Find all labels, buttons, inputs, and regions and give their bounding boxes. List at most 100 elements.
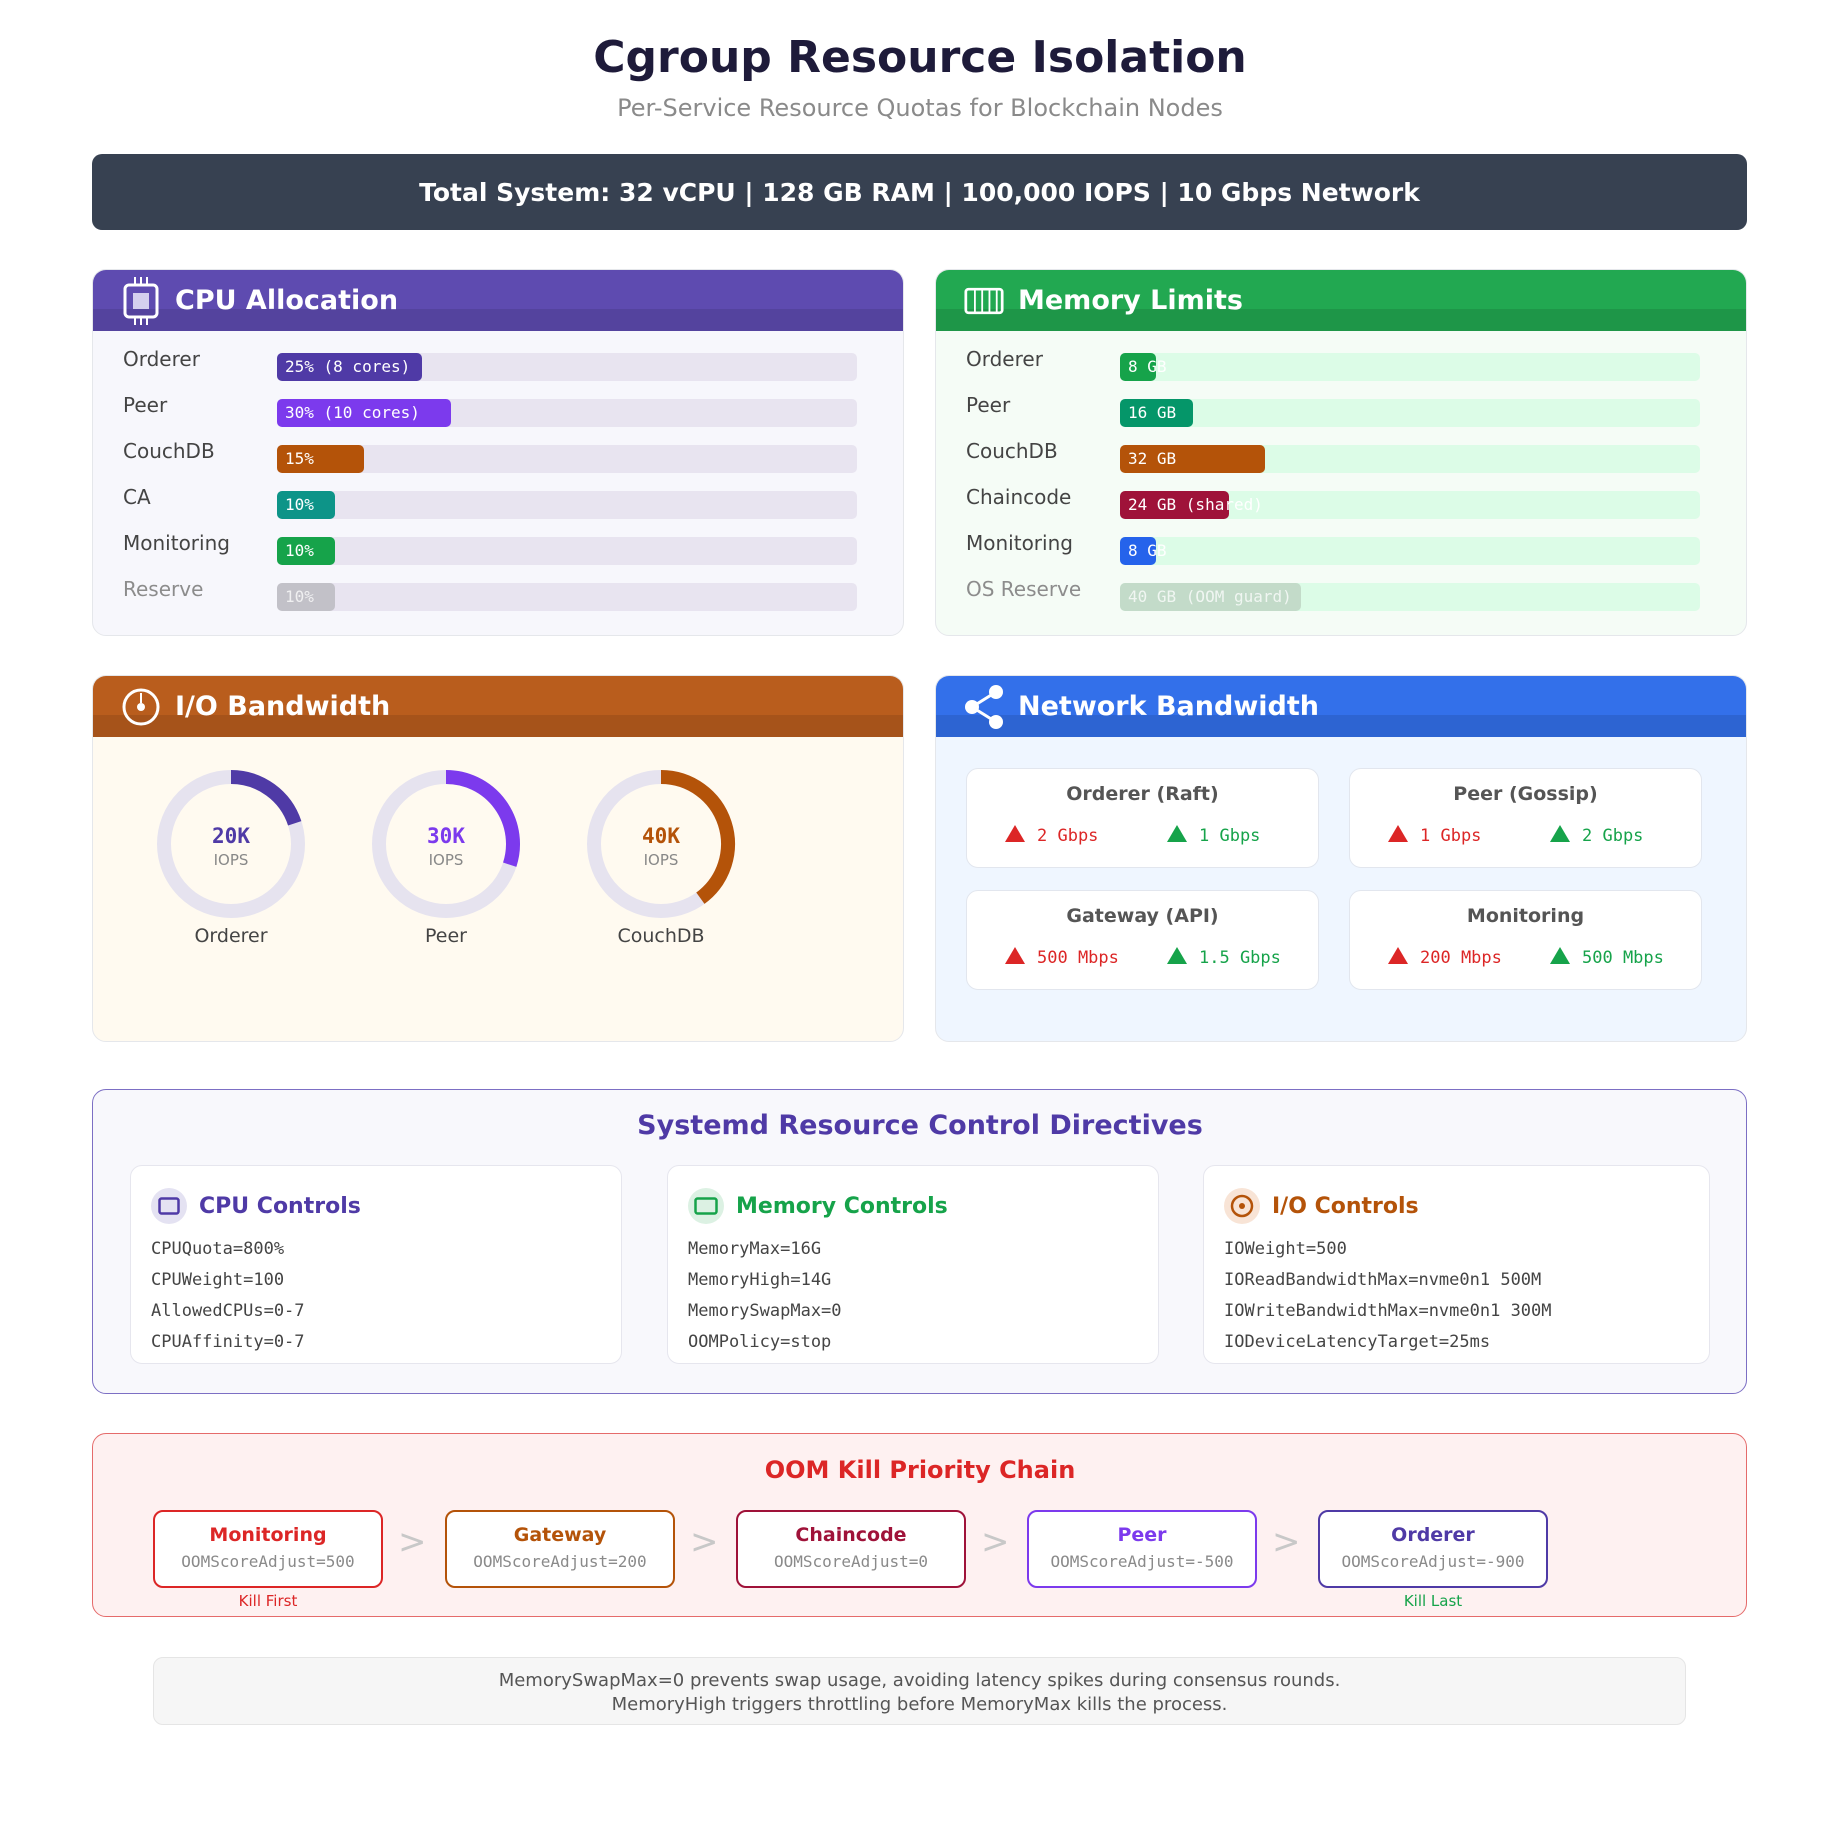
gauge-icon bbox=[121, 685, 161, 729]
oom-service-name: Orderer bbox=[1391, 1524, 1475, 1546]
footnote: MemorySwapMax=0 prevents swap usage, avo… bbox=[153, 1657, 1686, 1725]
cpu-bar-track: 30% (10 cores) bbox=[277, 399, 857, 427]
mem-label: CouchDB bbox=[966, 439, 1058, 463]
gauge-arc bbox=[445, 770, 520, 867]
oom-service-name: Gateway bbox=[513, 1524, 607, 1546]
mem-bar-fill: 32 GB bbox=[1120, 445, 1265, 473]
mem-row: OS Reserve 40 GB (OOM guard) bbox=[966, 577, 1710, 611]
io-gauge: 40K IOPS CouchDB bbox=[587, 770, 735, 947]
cpu-row: Reserve 10% bbox=[123, 577, 867, 611]
cpu-row: Orderer 25% (8 cores) bbox=[123, 347, 867, 381]
up-triangle-icon bbox=[1005, 825, 1025, 842]
systemd-card: CPU Controls CPUQuota=800% CPUWeight=100 Al… bbox=[130, 1165, 622, 1364]
oom-service-name: Chaincode bbox=[795, 1524, 907, 1546]
cpu-row: CouchDB 15% bbox=[123, 439, 867, 473]
directive-line: IOReadBandwidthMax=nvme0n1 500M bbox=[1224, 1270, 1542, 1290]
oom-score: OOMScoreAdjust=200 bbox=[473, 1552, 647, 1571]
network-service-name: Peer (Gossip) bbox=[1453, 783, 1598, 805]
network-service-name: Orderer (Raft) bbox=[1066, 783, 1219, 805]
cpu-row: CA 10% bbox=[123, 485, 867, 519]
chevron-right-icon: > bbox=[398, 1522, 427, 1562]
oom-score: OOMScoreAdjust=-500 bbox=[1050, 1552, 1234, 1571]
systemd-card: I/O Controls IOWeight=500 IOReadBandwidthM… bbox=[1203, 1165, 1710, 1364]
egress-rate: 2 Gbps bbox=[1005, 825, 1098, 846]
cpu-label: Monitoring bbox=[123, 531, 230, 555]
cpu-bar-track: 15% bbox=[277, 445, 857, 473]
share-nodes-icon bbox=[964, 684, 1004, 729]
oom-chain-item: Chaincode OOMScoreAdjust=0 bbox=[736, 1510, 966, 1588]
systemd-title: Systemd Resource Control Directives bbox=[637, 1110, 1203, 1141]
gauge-label: Peer bbox=[425, 925, 467, 947]
egress-value: 2 Gbps bbox=[1037, 826, 1099, 846]
page-subtitle: Per-Service Resource Quotas for Blockcha… bbox=[617, 94, 1223, 122]
cpu-row: Monitoring 10% bbox=[123, 531, 867, 565]
gauge-unit: IOPS bbox=[214, 851, 249, 869]
cpu-bar-track: 10% bbox=[277, 537, 857, 565]
io-panel-header: I/O Bandwidth bbox=[93, 676, 903, 737]
cpu-bar-track: 10% bbox=[277, 491, 857, 519]
network-card: Gateway (API) 500 Mbps 1.5 Gbps bbox=[966, 890, 1319, 990]
gauge-value: 40K bbox=[642, 824, 680, 848]
mem-bar-track: 8 GB bbox=[1120, 537, 1700, 565]
mem-bar-track: 8 GB bbox=[1120, 353, 1700, 381]
egress-value: 1 Gbps bbox=[1420, 826, 1482, 846]
mem-row: CouchDB 32 GB bbox=[966, 439, 1710, 473]
system-total-banner: Total System: 32 vCPU | 128 GB RAM | 100… bbox=[92, 154, 1747, 230]
oom-chain-item: Gateway OOMScoreAdjust=200 bbox=[445, 1510, 675, 1588]
egress-value: 500 Mbps bbox=[1037, 948, 1119, 968]
ingress-value: 1 Gbps bbox=[1199, 826, 1261, 846]
oom-service-name: Peer bbox=[1117, 1524, 1167, 1546]
cpu-label: Reserve bbox=[123, 577, 204, 601]
cpu-bar-fill: 10% bbox=[277, 491, 335, 519]
gauge-unit: IOPS bbox=[429, 851, 464, 869]
disk-icon bbox=[1224, 1188, 1260, 1224]
mem-bar-fill: 40 GB (OOM guard) bbox=[1120, 583, 1302, 611]
footnote-line: MemoryHigh triggers throttling before Me… bbox=[611, 1694, 1228, 1715]
up-triangle-icon bbox=[1005, 947, 1025, 964]
mem-row: Peer 16 GB bbox=[966, 393, 1710, 427]
ingress-value: 500 Mbps bbox=[1582, 948, 1664, 968]
cpu-bar-fill: 10% bbox=[277, 583, 335, 611]
kill-first-label: Kill First bbox=[238, 1592, 298, 1610]
network-card: Peer (Gossip) 1 Gbps 2 Gbps bbox=[1349, 768, 1702, 868]
gauge-unit: IOPS bbox=[644, 851, 679, 869]
directive-line: MemorySwapMax=0 bbox=[688, 1301, 842, 1321]
ingress-value: 1.5 Gbps bbox=[1199, 948, 1281, 968]
network-panel-header: Network Bandwidth bbox=[936, 676, 1746, 737]
systemd-card: Memory Controls MemoryMax=16G MemoryHigh=1… bbox=[667, 1165, 1159, 1364]
chevron-right-icon: > bbox=[1272, 1522, 1301, 1562]
gauge-arc bbox=[230, 770, 302, 826]
directive-line: CPUQuota=800% bbox=[151, 1239, 285, 1259]
cpu-label: CouchDB bbox=[123, 439, 215, 463]
mem-bar-fill: 8 GB bbox=[1120, 353, 1167, 381]
directive-line: AllowedCPUs=0-7 bbox=[151, 1301, 305, 1321]
egress-value: 200 Mbps bbox=[1420, 948, 1502, 968]
mem-row: Orderer 8 GB bbox=[966, 347, 1710, 381]
egress-rate: 1 Gbps bbox=[1388, 825, 1481, 846]
io-gauge: 30K IOPS Peer bbox=[372, 770, 520, 947]
oom-score: OOMScoreAdjust=0 bbox=[773, 1552, 929, 1571]
cpu-bar-fill: 15% bbox=[277, 445, 364, 473]
chevron-right-icon: > bbox=[981, 1522, 1010, 1562]
egress-rate: 200 Mbps bbox=[1388, 947, 1502, 968]
cpu-label: Peer bbox=[123, 393, 168, 417]
network-service-name: Monitoring bbox=[1466, 905, 1585, 927]
memory-panel-title: Memory Limits bbox=[1018, 285, 1244, 316]
network-service-name: Gateway (API) bbox=[1066, 905, 1219, 927]
network-card: Orderer (Raft) 2 Gbps 1 Gbps bbox=[966, 768, 1319, 868]
gauge-value: 30K bbox=[427, 824, 465, 848]
oom-score: OOMScoreAdjust=-900 bbox=[1341, 1552, 1525, 1571]
cpu-chip-icon bbox=[121, 276, 161, 325]
mem-label: OS Reserve bbox=[966, 577, 1082, 601]
io-bandwidth-panel: I/O Bandwidth 20K IOPS Orderer 30K IOPS Peer 4… bbox=[92, 675, 904, 1042]
oom-chain-item: Orderer OOMScoreAdjust=-900 bbox=[1318, 1510, 1548, 1588]
up-triangle-icon bbox=[1550, 825, 1570, 842]
gauge-label: CouchDB bbox=[617, 925, 704, 947]
directive-line: OOMPolicy=stop bbox=[688, 1332, 832, 1352]
mem-bar-track: 24 GB (shared) bbox=[1120, 491, 1700, 519]
gauge-label: Orderer bbox=[194, 925, 267, 947]
mem-label: Orderer bbox=[966, 347, 1043, 371]
cpu-panel-header: CPU Allocation bbox=[93, 270, 903, 331]
cpu-bar-fill: 10% bbox=[277, 537, 335, 565]
oom-chain-item: Monitoring OOMScoreAdjust=500 bbox=[153, 1510, 383, 1588]
